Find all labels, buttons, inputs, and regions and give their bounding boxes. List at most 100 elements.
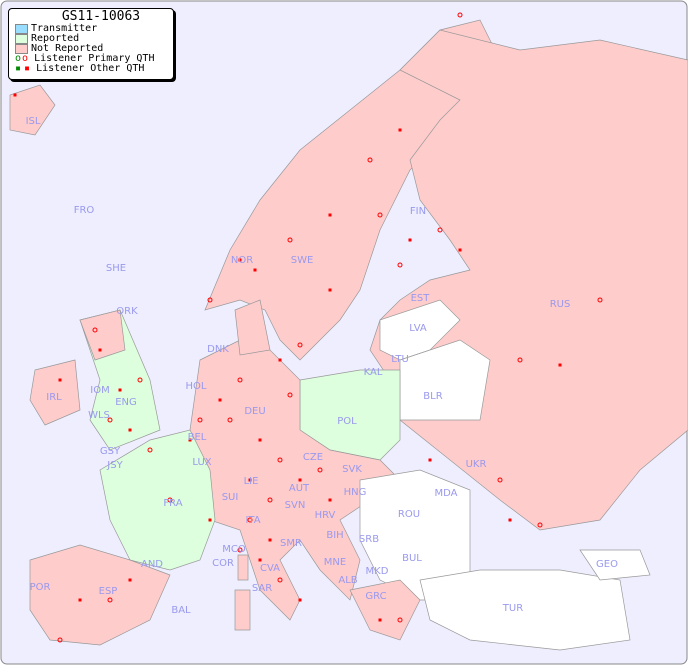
land-scotland: [79, 309, 126, 361]
listener-other-qth: [118, 388, 122, 392]
country-label-eng: ENG: [115, 397, 137, 408]
country-label-srb: SRB: [359, 534, 379, 545]
country-label-alb: ALB: [338, 575, 357, 586]
listener-other-qth: [128, 428, 132, 432]
transmitter-swatch: [15, 24, 28, 34]
country-label-ukr: UKR: [466, 459, 487, 470]
circle-icon: o: [22, 53, 29, 64]
listener-primary-qth: [537, 522, 543, 528]
listener-other-qth: [258, 558, 262, 562]
country-label-ork: ORK: [116, 306, 138, 317]
legend-other-qth: ▪ ▪ Listener Other QTH: [15, 63, 145, 74]
land-central: [189, 339, 401, 621]
legend-primary-qth: o o Listener Primary QTH: [15, 53, 155, 64]
listener-other-qth: [218, 398, 222, 402]
land-iceland: [9, 84, 56, 136]
country-label-cor: COR: [212, 558, 234, 569]
listener-primary-qth: [227, 417, 233, 423]
land-france: [99, 429, 216, 571]
country-label-svn: SVN: [285, 500, 306, 511]
country-label-mda: MDA: [435, 488, 458, 499]
country-label-smr: SMR: [280, 538, 302, 549]
listener-primary-qth: [317, 467, 323, 473]
listener-primary-qth: [137, 377, 143, 383]
country-label-bel: BEL: [188, 432, 207, 443]
country-label-pol: POL: [337, 416, 357, 427]
country-label-mkd: MKD: [366, 566, 389, 577]
listener-other-qth: [508, 518, 512, 522]
legend-title: GS11-10063: [61, 9, 141, 24]
listener-primary-qth: [267, 497, 273, 503]
country-label-sui: SUI: [222, 492, 239, 503]
country-label-cva: CVA: [260, 563, 280, 574]
listener-other-qth: [298, 478, 302, 482]
country-label-cze: CZE: [303, 452, 323, 463]
listener-primary-qth: [207, 297, 213, 303]
country-label-mco: MCO: [222, 544, 246, 555]
country-label-wls: WLS: [88, 410, 110, 421]
land-iberia: [29, 544, 171, 646]
country-label-isl: ISL: [26, 116, 41, 127]
listener-other-qth: [298, 598, 302, 602]
country-label-jsy: JSY: [106, 460, 123, 471]
country-label-deu: DEU: [244, 406, 265, 417]
listener-other-qth: [128, 578, 132, 582]
legend-reported: Reported: [9, 34, 173, 44]
country-label-lux: LUX: [192, 457, 211, 468]
listener-primary-qth: [277, 457, 283, 463]
listener-other-qth: [258, 438, 262, 442]
listener-other-qth: [328, 213, 332, 217]
country-label-grc: GRC: [365, 591, 386, 602]
listener-primary-qth: [197, 417, 203, 423]
country-label-rus: RUS: [550, 299, 571, 310]
listener-primary-qth: [92, 327, 98, 333]
country-label-por: POR: [30, 582, 51, 593]
country-label-blr: BLR: [423, 391, 442, 402]
listener-other-qth: [188, 438, 192, 442]
listener-primary-qth: [397, 617, 403, 623]
country-label-ltu: LTU: [391, 354, 409, 365]
listener-other-qth: [278, 358, 282, 362]
listener-other-qth: [98, 348, 102, 352]
country-label-bul: BUL: [402, 553, 422, 564]
listener-primary-qth: [377, 212, 383, 218]
listener-other-qth: [253, 268, 257, 272]
country-label-dnk: DNK: [207, 344, 229, 355]
listener-other-qth: [268, 538, 272, 542]
reported-swatch: [15, 34, 28, 44]
listener-primary-qth: [147, 447, 153, 453]
listener-other-qth: [78, 598, 82, 602]
listener-primary-qth: [247, 517, 253, 523]
listener-primary-qth: [437, 227, 443, 233]
country-label-fra: FRA: [163, 498, 182, 509]
country-label-svk: SVK: [342, 464, 362, 475]
listener-primary-qth: [497, 477, 503, 483]
square-icon: ▪: [15, 63, 22, 74]
land-denmark: [234, 299, 271, 356]
country-label-irl: IRL: [46, 392, 62, 403]
country-label-sar: SAR: [252, 583, 272, 594]
land-greece: [349, 579, 421, 641]
circle-icon: o: [15, 53, 22, 64]
land-corsica: [237, 554, 249, 581]
country-label-hol: HOL: [186, 381, 207, 392]
country-label-ita: ITA: [245, 515, 260, 526]
country-label-aut: AUT: [289, 483, 310, 494]
listener-primary-qth: [237, 547, 243, 553]
country-label-geo: GEO: [596, 559, 618, 570]
land-georgia: [579, 549, 651, 581]
listener-primary-qth: [287, 392, 293, 398]
listener-primary-qth: [597, 297, 603, 303]
legend-not-reported: Not Reported: [9, 44, 173, 54]
legend: GS11-10063 Transmitter Reported Not Repo…: [8, 8, 174, 80]
country-label-she: SHE: [106, 263, 126, 274]
country-label-swe: SWE: [291, 255, 314, 266]
listener-other-qth: [398, 128, 402, 132]
listener-other-qth: [58, 378, 62, 382]
not-reported-swatch: [15, 44, 28, 54]
listener-other-qth: [458, 248, 462, 252]
listener-other-qth: [238, 258, 242, 262]
land-sardinia: [234, 589, 251, 631]
listener-other-qth: [208, 518, 212, 522]
